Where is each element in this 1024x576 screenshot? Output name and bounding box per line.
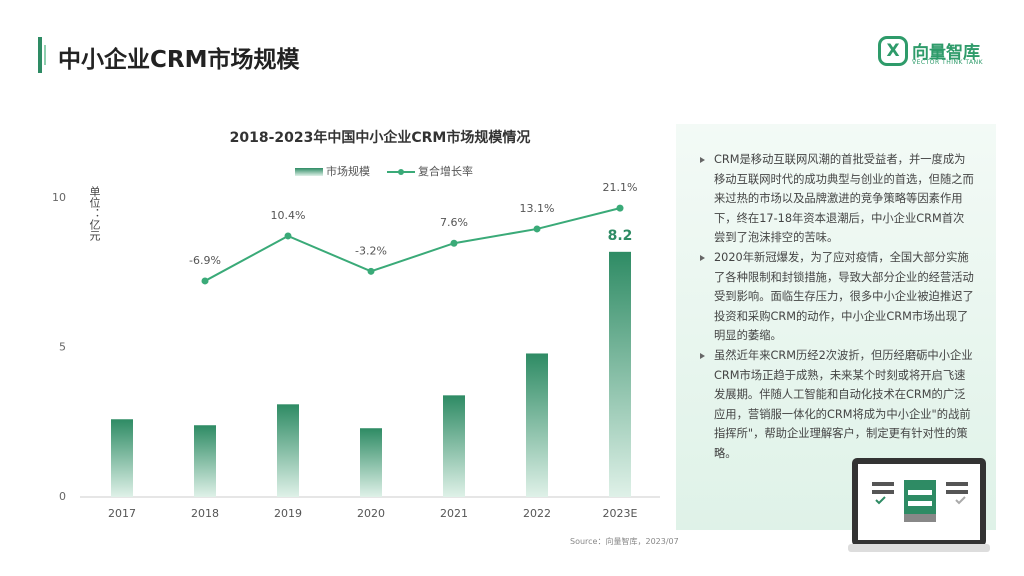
x-tick-label: 2020 — [357, 507, 385, 520]
bullet: CRM是移动互联网风潮的首批受益者，并一度成为移动互联网时代的成功典型与创业的首… — [698, 150, 974, 248]
x-tick-label: 2022 — [523, 507, 551, 520]
legend-label: 市场规模 — [326, 164, 370, 178]
data-label: 13.1% — [520, 202, 555, 215]
accent-bar — [38, 37, 42, 73]
y-axis-label: 单位：亿元 — [88, 186, 101, 241]
bullet: 虽然近年来CRM历经2次波折，但历经磨砺中小企业CRM市场正趋于成熟，未来某个时… — [698, 346, 974, 464]
data-label: 10.4% — [271, 209, 306, 222]
chart-title: 2018-2023年中国中小企业CRM市场规模情况 — [230, 129, 531, 146]
legend-swatch — [295, 168, 323, 176]
logo-icon: X — [878, 36, 908, 66]
line-point — [284, 232, 292, 240]
line-point — [616, 204, 624, 212]
line-point — [533, 225, 541, 233]
data-label: 8.2 — [608, 228, 633, 244]
data-label: 21.1% — [603, 181, 638, 194]
line-point — [201, 277, 209, 285]
y-tick-label: 5 — [59, 341, 66, 354]
bar — [526, 353, 548, 497]
bar — [609, 251, 631, 497]
accent-bar — [44, 45, 46, 65]
x-tick-label: 2019 — [274, 507, 302, 520]
line — [204, 207, 621, 282]
data-label: -6.9% — [189, 254, 221, 267]
legend-label: 复合增长率 — [418, 164, 473, 178]
x-tick-label: 2017 — [108, 507, 136, 520]
logo-sub: VECTOR THINK TANK — [912, 59, 984, 66]
legend-swatch — [398, 169, 404, 175]
y-tick-label: 10 — [52, 191, 66, 204]
bar — [194, 425, 216, 497]
x-tick-label: 2018 — [191, 507, 219, 520]
bar — [277, 404, 299, 497]
bar — [360, 428, 382, 497]
slide-title: 中小企业CRM市场规模 — [58, 47, 300, 73]
data-label: -3.2% — [355, 244, 387, 257]
x-tick-label: 2021 — [440, 507, 468, 520]
chart: 2018-2023年中国中小企业CRM市场规模情况 0 5 10 2017 2018 20… — [52, 129, 660, 520]
logo-name: 向量智库 — [912, 43, 980, 63]
line-point — [367, 267, 375, 275]
source: Source：向量智库，2023/07 — [570, 537, 679, 546]
bar — [111, 419, 133, 497]
bullet: 2020年新冠爆发，为了应对疫情，全国大部分实施了各种限制和封锁措施，导致大部分… — [698, 248, 974, 346]
x-tick-label: 2023E — [603, 507, 638, 520]
data-label: 7.6% — [440, 216, 468, 229]
laptop-illustration — [848, 458, 990, 552]
line-point — [450, 239, 458, 247]
bullet-list: CRM是移动互联网风潮的首批受益者，并一度成为移动互联网时代的成功典型与创业的首… — [676, 124, 996, 464]
y-tick-label: 0 — [59, 490, 66, 503]
bar — [443, 395, 465, 497]
